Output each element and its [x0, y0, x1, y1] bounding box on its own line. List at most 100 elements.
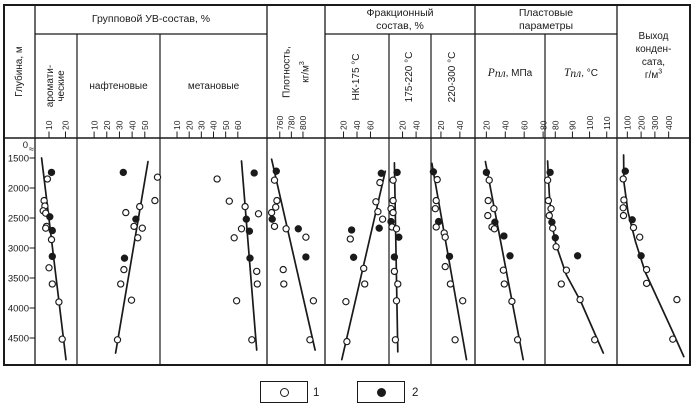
axis-tick-label: 800 [298, 116, 308, 130]
depth-label: 0 [23, 140, 28, 151]
legend-label-1: 1 [313, 387, 320, 399]
panel-header-line: кг/м3 [299, 61, 312, 83]
data-point-filled [47, 168, 56, 177]
data-point-open [237, 225, 246, 233]
data-point-open [213, 175, 221, 183]
data-point-filled [250, 169, 258, 177]
legend-item-2-box [357, 381, 405, 403]
data-point-filled [390, 253, 399, 261]
axis-tick-label: 20 [102, 120, 112, 130]
data-point-filled [349, 253, 358, 261]
data-point-open [134, 234, 142, 242]
data-point-open [122, 208, 130, 217]
panel-header-line: ческие [56, 70, 67, 102]
data-point-open [431, 205, 439, 213]
data-point-open [153, 173, 162, 181]
data-point-filled [429, 168, 438, 176]
data-point-open [253, 267, 261, 276]
data-point-open [270, 176, 279, 184]
data-point-open [302, 233, 310, 241]
open-circle-marker [279, 387, 289, 397]
panel-header-line: г/м3 [644, 68, 663, 82]
axis-tick-label: 100 [623, 116, 633, 130]
data-point-open [499, 266, 508, 274]
panel-header-220-300: 220-300 °С [431, 34, 475, 120]
data-point-open [673, 295, 681, 304]
data-point-open [225, 197, 233, 205]
data-point-open [557, 280, 565, 288]
data-point-open [432, 223, 440, 231]
data-point-open [230, 234, 238, 242]
axis-tick-label: 60 [366, 120, 376, 130]
data-point-filled [500, 232, 508, 240]
panel-header-naphthenic: нафтеновые [77, 79, 160, 94]
group-header-line: состав, % [376, 19, 424, 32]
panel-header-line: 175-220 °С [404, 51, 416, 103]
data-point-open [42, 224, 50, 232]
data-point-open [378, 215, 387, 223]
axis-tick-label: 780 [287, 116, 297, 130]
panel-header-aromatic: аромати- ческие [35, 34, 77, 138]
data-point-open [547, 205, 555, 213]
depth-axis-break: ≈ [29, 144, 34, 154]
axis-tick-label: 300 [650, 116, 660, 130]
axis-tick-label: 50 [140, 120, 150, 130]
panel-header-condensate: Выход конден- сата, г/м3 [617, 20, 690, 92]
data-point-open [138, 224, 146, 232]
axis-tick-label: 80 [550, 120, 560, 130]
data-point-open [47, 235, 56, 244]
axis-tick-label: 20 [61, 120, 71, 130]
data-point-open [346, 235, 354, 243]
data-point-open [392, 225, 401, 233]
data-point-open [254, 210, 263, 218]
data-point-filled [294, 225, 302, 233]
axis-tick-label: 40 [455, 120, 465, 130]
group-header-uv-label: Групповой УВ-состав, % [91, 13, 211, 26]
panel-header-line: НК-175 °С [351, 53, 363, 101]
panel-header-density: Плотность, кг/м3 [268, 6, 326, 139]
data-point-open [484, 196, 492, 205]
data-point-open [248, 336, 256, 344]
panel-header-line: аромати- [44, 64, 56, 108]
data-point-open [267, 208, 276, 217]
data-point-open [591, 336, 599, 344]
data-point-open [361, 280, 369, 288]
data-point-open [55, 298, 63, 306]
data-point-filled [551, 234, 559, 242]
data-point-open [576, 295, 584, 304]
data-point-open [500, 280, 508, 288]
data-point-open [441, 262, 449, 271]
data-point-open [642, 279, 651, 288]
data-point-open [241, 202, 249, 211]
data-point-filled [393, 168, 401, 177]
data-point-open [253, 280, 261, 288]
data-point-open [392, 297, 401, 305]
data-point-open [629, 223, 638, 232]
depth-label: 3500 [8, 274, 29, 285]
data-point-open [390, 267, 399, 276]
data-point-filled [445, 252, 454, 261]
group-header-fractional: Фракционный состав, % [325, 5, 475, 34]
data-point-open [130, 222, 138, 231]
data-point-filled [268, 215, 276, 223]
depth-label: 2500 [8, 214, 29, 225]
legend-item-1-box [260, 381, 308, 403]
axis-tick-label: 60 [233, 120, 243, 130]
data-point-open [374, 208, 382, 216]
data-point-open [282, 225, 290, 233]
data-point-filled [395, 233, 403, 241]
axis-tick-label: 60 [519, 120, 529, 130]
data-point-open [459, 297, 467, 305]
data-point-open [446, 280, 455, 288]
data-point-open [306, 336, 314, 344]
group-header-line: Фракционный [366, 7, 434, 20]
axis-tick-label: 20 [398, 120, 408, 130]
trend-line-p_res [484, 160, 525, 361]
data-point-filled [245, 227, 254, 235]
data-point-filled [506, 252, 514, 260]
data-point-open [120, 265, 128, 274]
data-point-open [394, 280, 402, 288]
